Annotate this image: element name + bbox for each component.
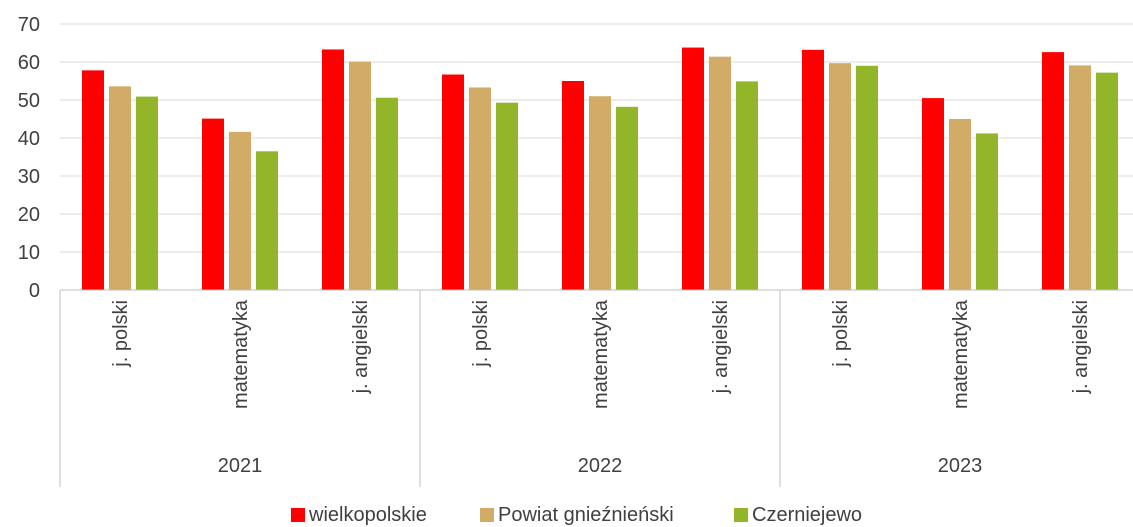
bar — [1096, 72, 1118, 290]
group-label: 2023 — [938, 455, 983, 477]
bar — [376, 97, 398, 290]
legend-label: wielkopolskie — [308, 504, 427, 526]
category-label: j. angielski — [350, 300, 372, 394]
bar — [829, 63, 851, 290]
category-labels: j. polski matematyka j. angielski j. polski… — [110, 299, 1092, 409]
bar — [976, 133, 998, 290]
bar — [802, 49, 824, 291]
bar — [1042, 52, 1064, 291]
bar — [562, 81, 584, 290]
bar — [1069, 65, 1091, 290]
bar — [469, 87, 491, 291]
bar — [136, 96, 158, 290]
legend-label: Powiat gnieźnieński — [498, 504, 674, 526]
bar — [949, 119, 971, 290]
category-label: matematyka — [230, 299, 252, 409]
group-label: 2021 — [218, 455, 263, 477]
bar — [616, 106, 638, 290]
y-tick-label: 50 — [18, 90, 40, 112]
y-tick-label: 10 — [18, 242, 40, 264]
legend-swatch — [734, 508, 748, 522]
y-tick-label: 40 — [18, 128, 40, 150]
bar — [256, 151, 278, 290]
bar — [229, 131, 251, 290]
bar — [709, 56, 731, 291]
bar — [589, 96, 611, 290]
legend-swatch — [480, 508, 494, 522]
bar — [856, 65, 878, 290]
legend-label: Czerniejewo — [752, 504, 862, 526]
bar — [322, 49, 344, 291]
category-label: matematyka — [590, 299, 612, 409]
bar — [442, 74, 464, 290]
legend-swatch — [291, 508, 305, 522]
category-label: matematyka — [950, 299, 972, 409]
y-tick-label: 30 — [18, 166, 40, 188]
y-tick-label: 20 — [18, 204, 40, 226]
y-tick-label: 0 — [29, 280, 40, 302]
category-label: j. polski — [110, 300, 132, 368]
y-axis-tick-labels: 0 10 20 30 40 50 60 70 — [18, 14, 40, 302]
bars — [82, 47, 1118, 291]
group-labels: 2021 2022 2023 — [218, 455, 983, 477]
bar — [682, 47, 704, 291]
category-label: j. angielski — [710, 300, 732, 394]
category-label: j. polski — [470, 300, 492, 368]
x-axis — [59, 289, 1133, 487]
bar — [736, 81, 758, 290]
category-label: j. angielski — [1070, 300, 1092, 394]
group-label: 2022 — [578, 455, 623, 477]
y-tick-label: 60 — [18, 52, 40, 74]
y-tick-label: 70 — [18, 14, 40, 36]
bar — [496, 102, 518, 290]
bar — [82, 70, 104, 290]
legend: wielkopolskie Powiat gnieźnieński Czerniej… — [291, 504, 862, 526]
bar — [922, 98, 944, 290]
bar — [349, 61, 371, 291]
bar — [109, 86, 131, 290]
category-label: j. polski — [830, 300, 852, 368]
bar — [202, 118, 224, 291]
